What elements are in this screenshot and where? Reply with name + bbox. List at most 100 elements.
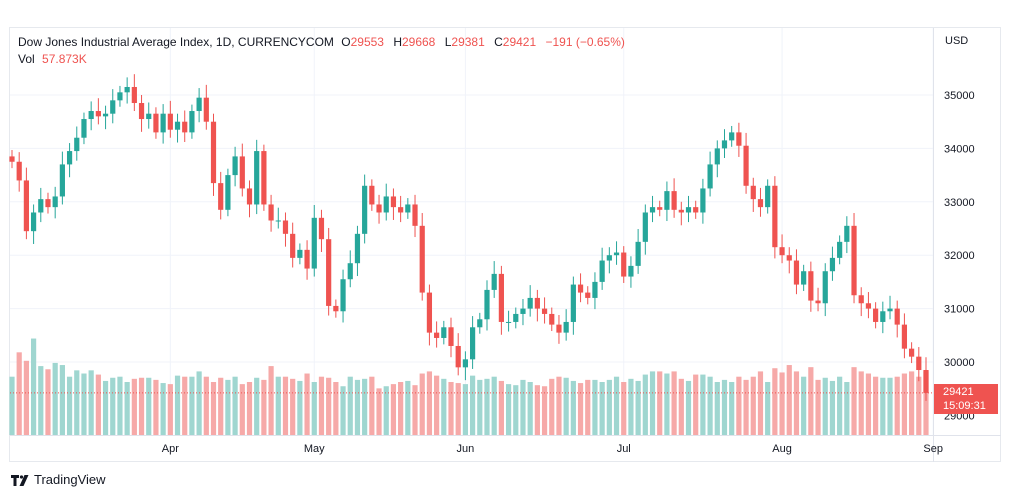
candle-body [707, 164, 713, 189]
volume-bar [779, 372, 785, 435]
candle-body [225, 175, 231, 210]
candle-body [613, 252, 620, 256]
price-axis-label: 35000 [944, 90, 975, 102]
candle-body [311, 217, 317, 269]
time-axis-label: Aug [772, 443, 792, 455]
volume-bar [570, 380, 576, 435]
candle-body [131, 86, 137, 104]
volume-bar [678, 378, 684, 435]
candle-body [304, 249, 310, 269]
volume-bar [556, 376, 562, 435]
candle-body [354, 233, 361, 264]
volume-bar [613, 376, 620, 435]
candle-body [685, 207, 692, 213]
volume-bar [52, 362, 58, 435]
candle-body [743, 145, 749, 186]
candle-body [340, 279, 346, 312]
candle-body [174, 121, 181, 130]
volume-bar [549, 378, 555, 435]
candle-body [282, 220, 289, 234]
volume-bar [448, 382, 454, 435]
volume-bar [311, 382, 317, 435]
candle-body [894, 308, 900, 325]
candle-body [203, 97, 209, 122]
volume-bar [513, 385, 519, 435]
legend-low-value: 29381 [451, 35, 485, 49]
volume-bar [275, 376, 281, 435]
candle-body [246, 188, 253, 205]
volume-bar [369, 376, 375, 435]
candle-body [434, 332, 440, 338]
volume-bar [95, 374, 101, 435]
candle-body [909, 348, 915, 357]
currency-label[interactable]: USD [945, 35, 969, 47]
candle-body [254, 151, 260, 205]
time-axis-label: Apr [162, 443, 179, 455]
candle-body [398, 207, 404, 213]
candle-body [837, 241, 843, 258]
candle-body [218, 183, 224, 210]
volume-bar [599, 382, 605, 435]
candle-body [793, 260, 800, 285]
volume-bar [426, 371, 433, 435]
time-axis-label: Jul [617, 443, 631, 455]
candle-body [721, 140, 728, 149]
volume-bar [354, 379, 361, 435]
candle-body [664, 191, 670, 210]
candle-body [606, 255, 612, 261]
candle-body [678, 209, 684, 213]
candle-body [786, 255, 792, 261]
volume-bar [923, 371, 929, 435]
volume-bar [340, 386, 346, 435]
volume-bar [390, 384, 397, 435]
candle-body [541, 308, 548, 314]
candle-body [592, 281, 598, 298]
candle-body [844, 225, 850, 242]
candle-body [649, 207, 656, 213]
candle-body [513, 313, 519, 322]
legend-open-key: O [341, 35, 351, 49]
candle-body [563, 321, 569, 333]
volume-bar [81, 373, 87, 435]
candle-body [801, 271, 807, 285]
price-axis-label: 30000 [944, 357, 975, 369]
volume-bar [887, 377, 893, 435]
candle-body [829, 257, 836, 272]
candle-body [916, 356, 922, 371]
candle-body [469, 327, 476, 360]
volume-bar [750, 376, 756, 435]
candle-body [66, 151, 73, 165]
volume-bar [441, 378, 447, 435]
candle-body [491, 273, 497, 290]
volume-bar [793, 371, 800, 435]
volume-bar [412, 385, 418, 435]
volume-bar [577, 383, 584, 435]
volume-bar [254, 377, 260, 435]
price-axis-label: 31000 [944, 304, 975, 316]
volume-bar [484, 378, 490, 435]
volume-bar [318, 376, 325, 435]
candle-body [88, 111, 94, 120]
legend-close-key: C [494, 35, 503, 49]
legend-volume-value: 57.873K [42, 52, 87, 66]
candle-body [167, 113, 173, 130]
volume-bar [30, 338, 37, 435]
tradingview-logo[interactable]: TradingView [10, 472, 106, 487]
candle-body [599, 260, 605, 282]
candle-body [729, 132, 735, 141]
volume-bar [88, 370, 94, 435]
candle-body [160, 113, 166, 133]
candle-body [412, 204, 418, 226]
volume-bar [563, 377, 569, 435]
last-price: 29421 [943, 386, 974, 398]
volume-bar [398, 382, 404, 435]
chart-frame [9, 27, 1001, 462]
volume-bar [362, 378, 368, 435]
candle-body [887, 308, 893, 312]
volume-bar [117, 376, 123, 435]
candle-body [484, 289, 490, 320]
volume-bar [138, 377, 145, 435]
candle-body [556, 324, 562, 333]
volume-bar [462, 384, 469, 435]
